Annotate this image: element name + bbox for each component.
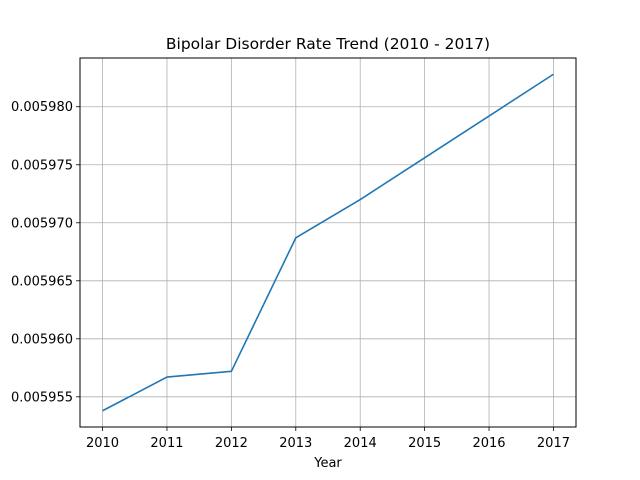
plot-frame xyxy=(79,57,577,428)
gridlines xyxy=(80,58,576,427)
chart-title: Bipolar Disorder Rate Trend (2010 - 2017… xyxy=(166,35,490,53)
x-tick-label: 2014 xyxy=(344,436,377,451)
x-axis-title: Year xyxy=(313,456,342,471)
y-tick-label: 0.005960 xyxy=(11,332,73,347)
y-tick-label: 0.005975 xyxy=(11,158,73,173)
y-tick-label: 0.005980 xyxy=(11,100,73,115)
y-tick-label: 0.005955 xyxy=(11,390,73,405)
series-layer xyxy=(102,73,554,412)
series-line xyxy=(102,73,554,412)
x-tick-label: 2011 xyxy=(150,436,183,451)
y-tick-label: 0.005970 xyxy=(11,216,73,231)
axis-ticks: 2010 2011 2012 2013 2014 2015 2016 2017 0.005955… xyxy=(11,100,570,451)
x-tick-label: 2016 xyxy=(472,436,505,451)
x-tick-label: 2017 xyxy=(537,436,570,451)
x-tick-label: 2015 xyxy=(408,436,441,451)
y-tick-label: 0.005965 xyxy=(11,274,73,289)
x-tick-label: 2010 xyxy=(86,436,119,451)
x-tick-label: 2012 xyxy=(215,436,248,451)
x-tick-label: 2013 xyxy=(279,436,312,451)
